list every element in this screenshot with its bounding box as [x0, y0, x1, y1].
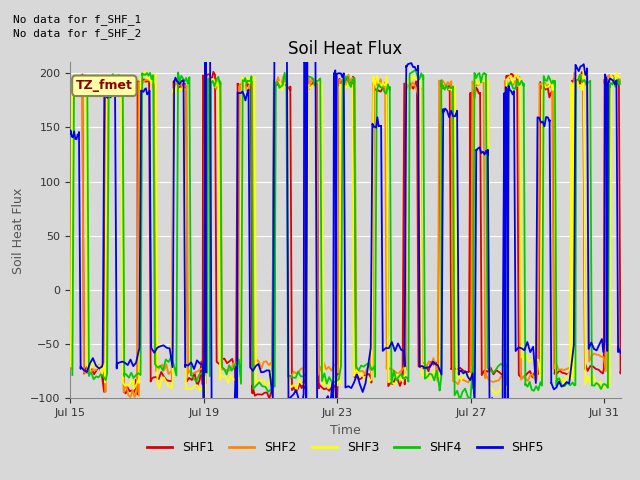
Y-axis label: Soil Heat Flux: Soil Heat Flux — [12, 187, 25, 274]
Text: No data for f_SHF_1: No data for f_SHF_1 — [13, 13, 141, 24]
Text: No data for f_SHF_2: No data for f_SHF_2 — [13, 28, 141, 39]
X-axis label: Time: Time — [330, 424, 361, 437]
Legend: SHF1, SHF2, SHF3, SHF4, SHF5: SHF1, SHF2, SHF3, SHF4, SHF5 — [142, 436, 549, 459]
Title: Soil Heat Flux: Soil Heat Flux — [289, 40, 403, 58]
Text: TZ_fmet: TZ_fmet — [76, 79, 132, 92]
